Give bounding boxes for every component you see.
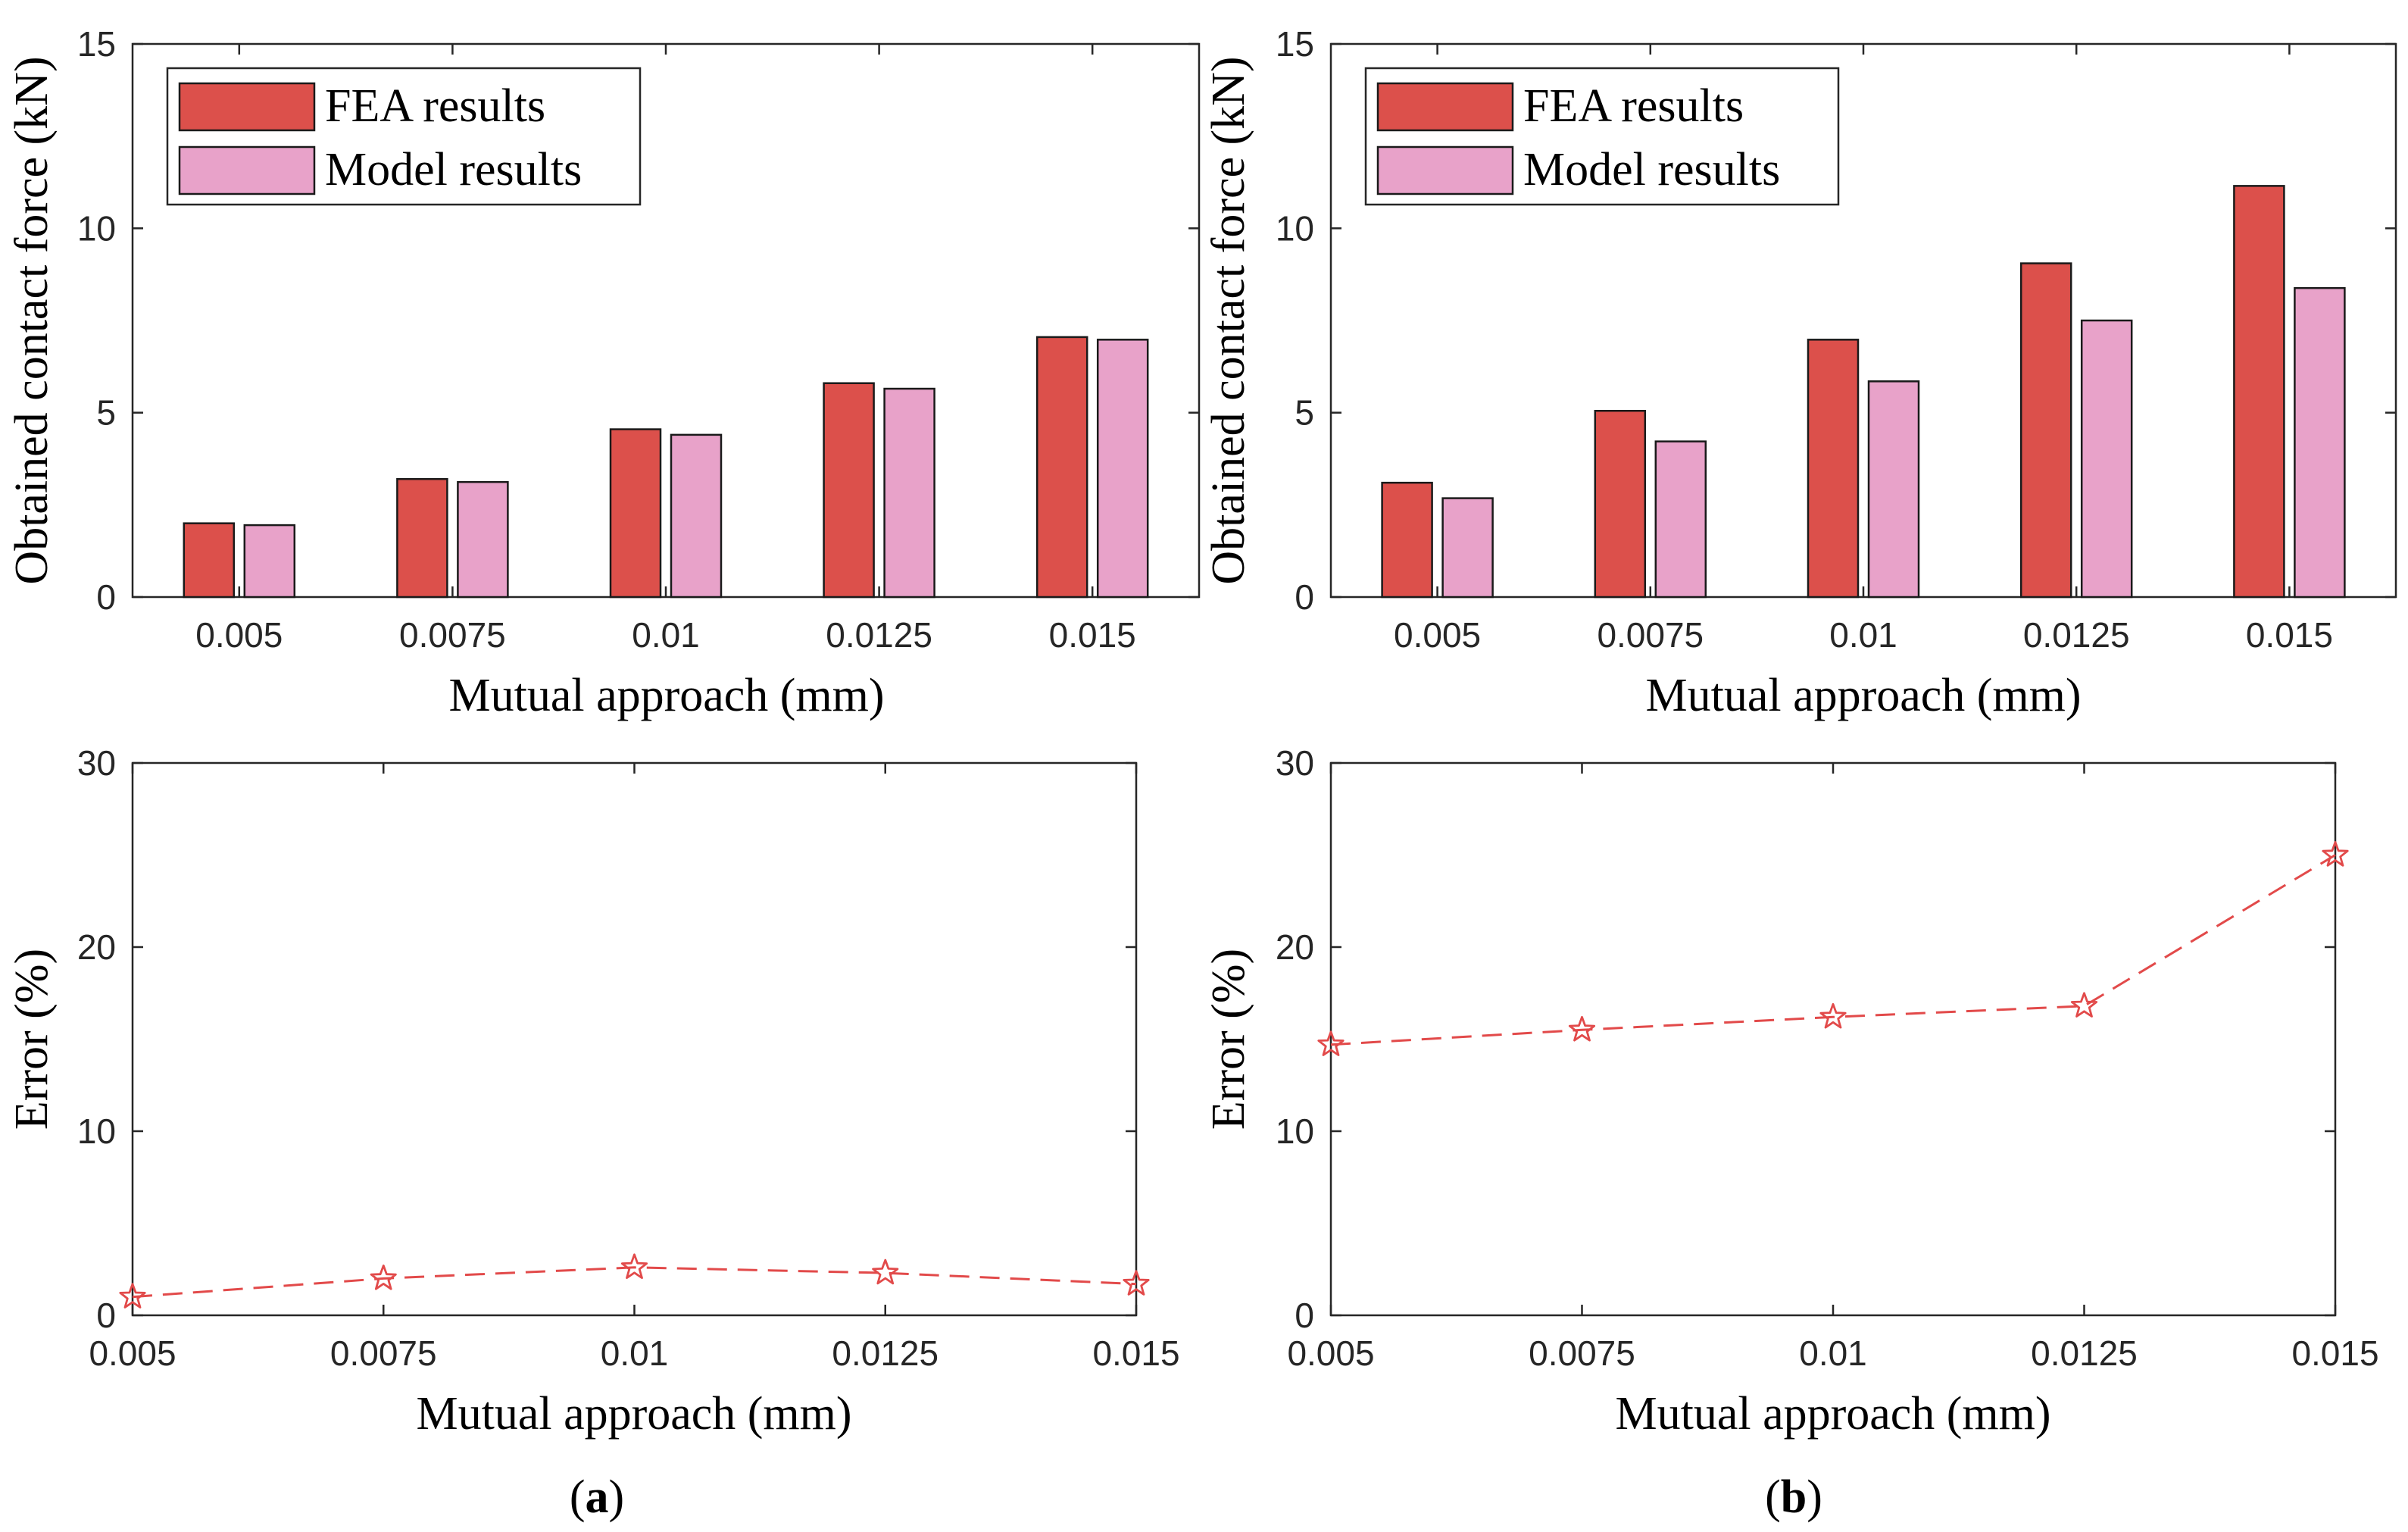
b-bar-bar-fea: [1381, 481, 1433, 599]
a-bar-bar-model: [243, 524, 296, 599]
a-line-ytick-label: 20: [77, 927, 116, 967]
b-bar-legend-swatch-model: [1376, 145, 1514, 195]
caption-b: (b): [1765, 1471, 1822, 1523]
a-line-plot-frame: [131, 761, 1138, 1317]
a-bar-xtick-label: 0.005: [195, 615, 283, 655]
b-bar-xtick-label: 0.01: [1829, 615, 1897, 655]
a-bar-bar-fea: [1035, 336, 1088, 599]
b-bar-bar-fea: [1594, 409, 1647, 599]
a-line-ytick-label: 30: [77, 743, 116, 783]
a-bar-ytick-label: 0: [96, 577, 116, 617]
b-bar-bar-model: [2294, 286, 2346, 599]
a-bar-bar-fea: [823, 382, 875, 599]
a-line-xtick-label: 0.0075: [330, 1333, 437, 1373]
a-bar-bar-model: [883, 387, 935, 599]
b-bar-bar-model: [2080, 319, 2133, 599]
a-line-error-point: [872, 1258, 899, 1285]
b-bar-xtick-label: 0.0075: [1597, 615, 1704, 655]
b-line-ytick-label: 30: [1276, 743, 1314, 783]
a-line-xtick-label: 0.015: [1092, 1333, 1179, 1373]
a-bar-xtick-label: 0.015: [1049, 615, 1136, 655]
a-bar-legend-swatch-fea: [178, 82, 316, 132]
a-line-xtick-label: 0.0125: [832, 1333, 939, 1373]
a-bar-bar-model: [670, 433, 723, 599]
b-line-xtick-label: 0.0075: [1529, 1333, 1635, 1373]
bar-chart-b: 0 5 10 15 Obtained contact force (kN) 0.005 0.…: [1203, 24, 2397, 721]
caption-b-open: (: [1765, 1471, 1781, 1523]
caption-a-open: (: [570, 1471, 586, 1523]
b-bar-bar-fea: [2019, 262, 2072, 599]
a-bar-xlabel: Mutual approach (mm): [448, 670, 884, 721]
b-bar-bar-model: [1441, 497, 1494, 599]
b-bar-ytick-label: 0: [1295, 577, 1314, 617]
caption-a: (a): [570, 1471, 624, 1523]
b-line-ytick-label: 0: [1295, 1296, 1314, 1335]
caption-b-letter: b: [1781, 1471, 1807, 1523]
a-bar-bar-fea: [609, 428, 662, 599]
a-bar-xtick-label: 0.01: [632, 615, 700, 655]
a-bar-bar-model: [1096, 339, 1149, 599]
caption-b-close: ): [1807, 1471, 1822, 1523]
caption-a-letter: a: [586, 1471, 609, 1523]
b-bar-xtick-label: 0.0125: [2023, 615, 2130, 655]
caption-a-close: ): [609, 1471, 625, 1523]
a-line-error-point: [1123, 1270, 1150, 1296]
b-line-xtick-label: 0.0125: [2031, 1333, 2138, 1373]
b-line-error-point: [1317, 1030, 1345, 1056]
a-line-xlabel: Mutual approach (mm): [416, 1388, 851, 1440]
b-line-plot-frame: [1329, 761, 2337, 1317]
a-bar-ylabel: Obtained contact force (kN): [6, 56, 58, 584]
a-bar-legend-swatch-model: [178, 145, 316, 195]
a-line-error-point: [370, 1265, 397, 1290]
a-bar-legend-label-model: Model results: [325, 144, 582, 195]
b-line-xtick-label: 0.015: [2291, 1333, 2378, 1373]
b-bar-ytick-label: 5: [1295, 393, 1314, 433]
a-line-xtick-label: 0.01: [601, 1333, 669, 1373]
b-line-error-point: [2322, 841, 2349, 867]
a-bar-xtick-label: 0.0075: [399, 615, 506, 655]
a-line-error-point: [620, 1253, 648, 1279]
a-line-error-line: [132, 1266, 1137, 1299]
b-bar-legend-swatch-fea: [1376, 82, 1514, 132]
b-line-error-point: [1568, 1015, 1596, 1042]
b-line-ylabel: Error (%): [1203, 949, 1254, 1130]
error-chart-b: 0 10 20 30 Error (%) 0.005 0.0075 0.01 0.0125 0.0…: [1203, 743, 2379, 1440]
b-bar-ylabel: Obtained contact force (kN): [1203, 56, 1254, 584]
a-bar-ytick-label: 15: [77, 24, 116, 64]
b-bar-bar-model: [1867, 380, 1920, 599]
a-bar-ytick-label: 5: [96, 393, 116, 433]
a-bar-bar-fea: [183, 522, 236, 599]
a-bar-ytick-label: 10: [77, 208, 116, 248]
b-bar-xtick-label: 0.005: [1394, 615, 1481, 655]
b-line-ytick-label: 20: [1276, 927, 1314, 967]
b-bar-bar-fea: [1807, 339, 1860, 599]
a-bar-legend-label-fea: FEA results: [325, 80, 545, 132]
b-line-xlabel: Mutual approach (mm): [1615, 1388, 2050, 1440]
b-line-xtick-label: 0.005: [1287, 1333, 1374, 1373]
bar-chart-a: 0 5 10 15 Obtained contact force (kN) 0.005 0.…: [6, 24, 1201, 721]
a-line-ytick-label: 0: [96, 1296, 116, 1335]
b-bar-legend-label-model: Model results: [1523, 144, 1780, 195]
b-line-error-point: [1819, 1002, 1847, 1029]
error-chart-a: 0 10 20 30 Error (%) 0.005 0.0075 0.01 0.0125 0.0…: [6, 743, 1180, 1440]
a-line-ylabel: Error (%): [6, 949, 58, 1130]
b-bar-ytick-label: 15: [1276, 24, 1314, 64]
b-bar-legend-label-fea: FEA results: [1523, 80, 1744, 132]
a-line-error-point: [119, 1283, 146, 1308]
a-line-xtick-label: 0.005: [89, 1333, 176, 1373]
b-bar-xtick-label: 0.015: [2246, 615, 2333, 655]
a-bar-bar-fea: [396, 478, 448, 599]
b-bar-xlabel: Mutual approach (mm): [1645, 670, 2081, 721]
a-bar-bar-model: [457, 480, 509, 599]
a-bar-xtick-label: 0.0125: [826, 615, 932, 655]
b-line-error-point: [2070, 992, 2098, 1018]
a-line-ytick-label: 10: [77, 1111, 116, 1151]
b-line-ytick-label: 10: [1276, 1111, 1314, 1151]
b-bar-ytick-label: 10: [1276, 208, 1314, 248]
b-bar-bar-fea: [2233, 185, 2285, 599]
b-bar-bar-model: [1654, 440, 1707, 599]
b-line-xtick-label: 0.01: [1799, 1333, 1867, 1373]
b-line-error-line: [1330, 854, 2336, 1046]
